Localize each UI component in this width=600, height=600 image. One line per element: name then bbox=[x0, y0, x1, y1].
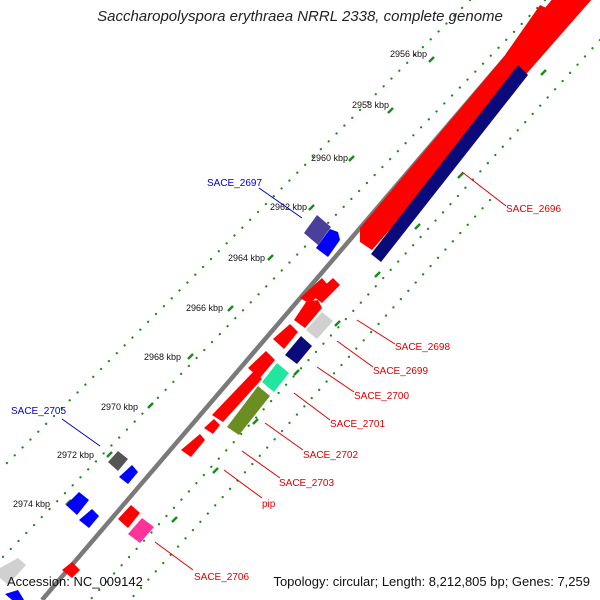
gene-sace-2701-mint[interactable] bbox=[262, 363, 289, 392]
inner-dotted-track-2 bbox=[128, 198, 492, 600]
callout-sace-2703 bbox=[241, 450, 281, 479]
callout-sace-2698 bbox=[356, 319, 396, 345]
callout-sace-2696 bbox=[461, 171, 507, 207]
gene-label-sace-2699[interactable]: SACE_2699 bbox=[373, 366, 428, 377]
gene-sace-2703[interactable] bbox=[227, 386, 270, 435]
tick-label: 2970 kbp bbox=[101, 402, 138, 412]
callout-sace-2697 bbox=[258, 187, 303, 219]
gene-sace-2706[interactable] bbox=[118, 505, 140, 528]
callout-sace-2702 bbox=[264, 422, 304, 451]
gene-sace-2699-gray[interactable] bbox=[306, 312, 333, 339]
gene-sace-2697[interactable] bbox=[304, 215, 331, 245]
gene-blue-3[interactable] bbox=[79, 509, 99, 528]
tick-label: 2958 kbp bbox=[352, 100, 389, 110]
inner-tick-marks bbox=[171, 69, 547, 523]
gene-sace-2706-pink[interactable] bbox=[128, 518, 154, 543]
callout-sace-2701 bbox=[293, 392, 331, 421]
tick-label: 2960 kbp bbox=[311, 153, 348, 163]
gene-label-sace-2698[interactable]: SACE_2698 bbox=[395, 342, 450, 353]
tick-label: 2968 kbp bbox=[144, 352, 181, 362]
accession-text: Accession: NC_009142 bbox=[7, 574, 143, 589]
callout-sace-2699 bbox=[336, 340, 374, 368]
gene-label-sace-2706[interactable]: SACE_2706 bbox=[194, 572, 249, 583]
gene-partial-blue[interactable] bbox=[5, 590, 24, 600]
gene-sace-2698[interactable] bbox=[313, 278, 340, 303]
gene-sace-2700[interactable] bbox=[273, 324, 298, 349]
gene-label-sace-2700[interactable]: SACE_2700 bbox=[354, 391, 409, 402]
tick-label: 2964 kbp bbox=[228, 253, 265, 263]
gene-label-sace-2697[interactable]: SACE_2697 bbox=[207, 178, 262, 189]
gene-label-sace-2702[interactable]: SACE_2702 bbox=[303, 450, 358, 461]
map-title: Saccharopolyspora erythraea NRRL 2338, c… bbox=[97, 8, 503, 25]
tick-label: 2974 kbp bbox=[13, 499, 50, 509]
callout-sace-2700 bbox=[316, 366, 355, 393]
callout-sace-2706 bbox=[154, 541, 194, 571]
tick-label: 2956 kbp bbox=[390, 49, 427, 59]
gene-pip[interactable] bbox=[181, 434, 205, 457]
gene-label-sace-2703[interactable]: SACE_2703 bbox=[279, 478, 334, 489]
tick-label: 2972 kbp bbox=[57, 450, 94, 460]
gene-sace-2705-gray[interactable] bbox=[108, 451, 128, 471]
gene-sace-2702[interactable] bbox=[212, 371, 262, 422]
outer-dotted-track-1 bbox=[0, 0, 547, 562]
tick-label: 2962 kbp bbox=[270, 202, 307, 212]
gene-labels: SACE_2696 SACE_2697 SACE_2698 SACE_2699 … bbox=[11, 178, 561, 583]
gene-blue-2[interactable] bbox=[66, 492, 89, 515]
gene-label-sace-2705[interactable]: SACE_2705 bbox=[11, 406, 66, 417]
gene-sace-2697-arrow[interactable] bbox=[316, 229, 340, 257]
gene-sace-2701[interactable] bbox=[248, 351, 275, 378]
outer-dotted-track-2 bbox=[0, 0, 472, 472]
callout-lines bbox=[61, 171, 507, 571]
tick-marks bbox=[65, 56, 435, 506]
tick-labels: 2956 kbp 2958 kbp 2960 kbp 2962 kbp 2964… bbox=[13, 49, 427, 509]
callout-pip bbox=[223, 469, 263, 499]
gene-label-sace-2701[interactable]: SACE_2701 bbox=[330, 419, 385, 430]
gene-partial-gray[interactable] bbox=[0, 558, 26, 585]
gene-navy-long[interactable] bbox=[371, 65, 528, 262]
gene-sace-2699[interactable] bbox=[294, 300, 322, 328]
gene-label-sace-2696[interactable]: SACE_2696 bbox=[506, 204, 561, 215]
gene-sace-2705[interactable] bbox=[119, 465, 138, 484]
tick-label: 2966 kbp bbox=[186, 303, 223, 313]
inner-dotted-track-1 bbox=[88, 38, 600, 600]
gene-partial-red[interactable] bbox=[62, 562, 80, 578]
callout-sace-2705 bbox=[61, 418, 101, 447]
gene-label-pip[interactable]: pip bbox=[262, 499, 276, 510]
genome-summary-text: Topology: circular; Length: 8,212,805 bp… bbox=[273, 574, 590, 589]
gene-sace-2700-navy[interactable] bbox=[285, 336, 312, 364]
